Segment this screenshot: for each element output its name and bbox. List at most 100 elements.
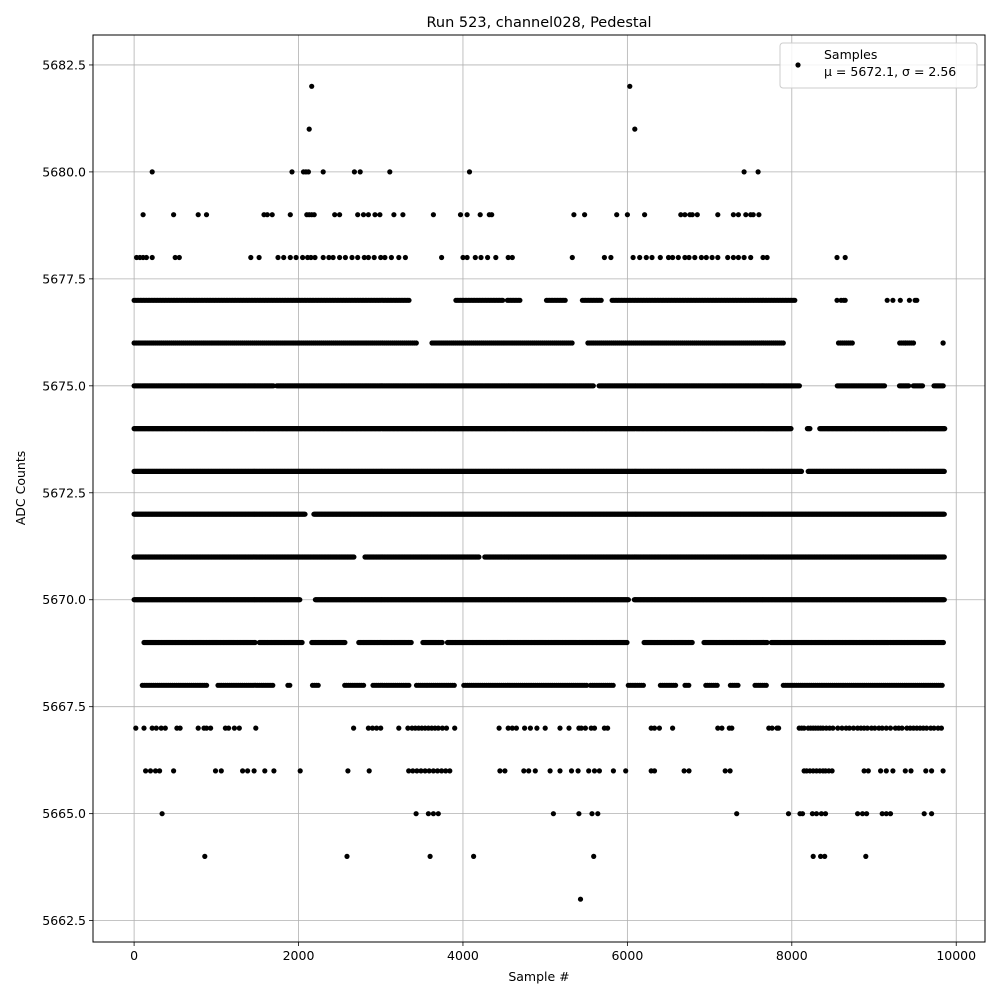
data-point xyxy=(741,254,747,261)
data-point xyxy=(694,212,700,218)
data-point xyxy=(300,254,306,261)
data-point xyxy=(682,212,688,218)
data-point xyxy=(665,254,672,261)
data-point xyxy=(643,254,649,261)
data-point xyxy=(377,212,383,218)
data-point xyxy=(500,297,506,303)
sample-points xyxy=(131,83,948,902)
data-point xyxy=(598,297,604,303)
data-point xyxy=(517,297,523,303)
data-point xyxy=(906,297,913,303)
data-point xyxy=(305,169,311,175)
data-point xyxy=(725,254,731,261)
data-point xyxy=(914,297,920,303)
data-point xyxy=(649,254,655,261)
data-point xyxy=(890,297,896,303)
data-point xyxy=(849,340,855,346)
data-point xyxy=(796,383,803,389)
data-point xyxy=(460,254,466,261)
data-point xyxy=(489,212,495,218)
data-point xyxy=(624,212,631,218)
data-point xyxy=(715,212,721,218)
data-point xyxy=(287,212,293,218)
data-point xyxy=(569,254,575,261)
data-point xyxy=(478,254,484,261)
data-point xyxy=(881,383,888,389)
data-point xyxy=(371,254,377,261)
data-point xyxy=(897,297,903,303)
data-point xyxy=(269,212,275,218)
data-point xyxy=(293,254,299,261)
data-point xyxy=(302,511,308,517)
data-point xyxy=(406,297,412,303)
data-point xyxy=(472,254,478,261)
data-point xyxy=(735,212,742,218)
data-point xyxy=(140,212,146,218)
data-point xyxy=(670,254,676,261)
data-point xyxy=(337,254,343,261)
data-point xyxy=(780,340,786,346)
data-point xyxy=(760,254,766,261)
data-point xyxy=(351,169,357,175)
data-point xyxy=(203,212,210,218)
data-point xyxy=(730,254,737,261)
data-point xyxy=(402,254,408,261)
data-point xyxy=(675,254,681,261)
data-point xyxy=(709,254,715,261)
data-point xyxy=(788,426,794,432)
data-point xyxy=(149,169,155,175)
data-point xyxy=(477,212,483,218)
data-point xyxy=(349,254,355,261)
data-point xyxy=(365,254,371,261)
data-point xyxy=(590,383,596,389)
data-point xyxy=(308,254,314,261)
data-point xyxy=(464,254,470,261)
data-point xyxy=(382,254,388,261)
data-point xyxy=(630,254,636,261)
data-point xyxy=(941,511,947,517)
data-point xyxy=(143,254,149,261)
data-point xyxy=(396,254,402,261)
data-point xyxy=(505,254,511,261)
data-point xyxy=(330,254,336,261)
data-point xyxy=(357,169,363,175)
data-point xyxy=(342,254,348,261)
data-point xyxy=(311,212,317,218)
data-point xyxy=(798,468,805,474)
data-point xyxy=(562,297,568,303)
data-point xyxy=(601,254,608,261)
data-point xyxy=(355,212,361,218)
data-point xyxy=(391,212,397,218)
data-point xyxy=(730,212,737,218)
data-point xyxy=(842,254,848,261)
data-point xyxy=(940,340,946,346)
data-point xyxy=(741,169,747,175)
data-point xyxy=(320,169,326,175)
data-point xyxy=(172,254,178,261)
data-point xyxy=(942,426,948,432)
data-point xyxy=(834,254,840,261)
data-point xyxy=(387,169,393,175)
data-point xyxy=(834,297,840,303)
data-point xyxy=(842,297,848,303)
data-point xyxy=(756,212,762,218)
data-point xyxy=(332,212,338,218)
data-point xyxy=(466,169,473,175)
data-point xyxy=(715,254,721,261)
data-point xyxy=(326,254,332,261)
data-point xyxy=(807,426,813,432)
data-point xyxy=(906,383,912,389)
data-point xyxy=(509,254,515,261)
data-point xyxy=(289,169,295,175)
data-point xyxy=(378,254,384,261)
data-point xyxy=(287,254,293,261)
data-point xyxy=(657,254,663,261)
data-point xyxy=(248,254,254,261)
data-point xyxy=(703,254,709,261)
data-point xyxy=(388,254,394,261)
data-point xyxy=(755,169,761,175)
data-point xyxy=(743,212,749,218)
data-point xyxy=(569,340,575,346)
data-point xyxy=(642,212,648,218)
